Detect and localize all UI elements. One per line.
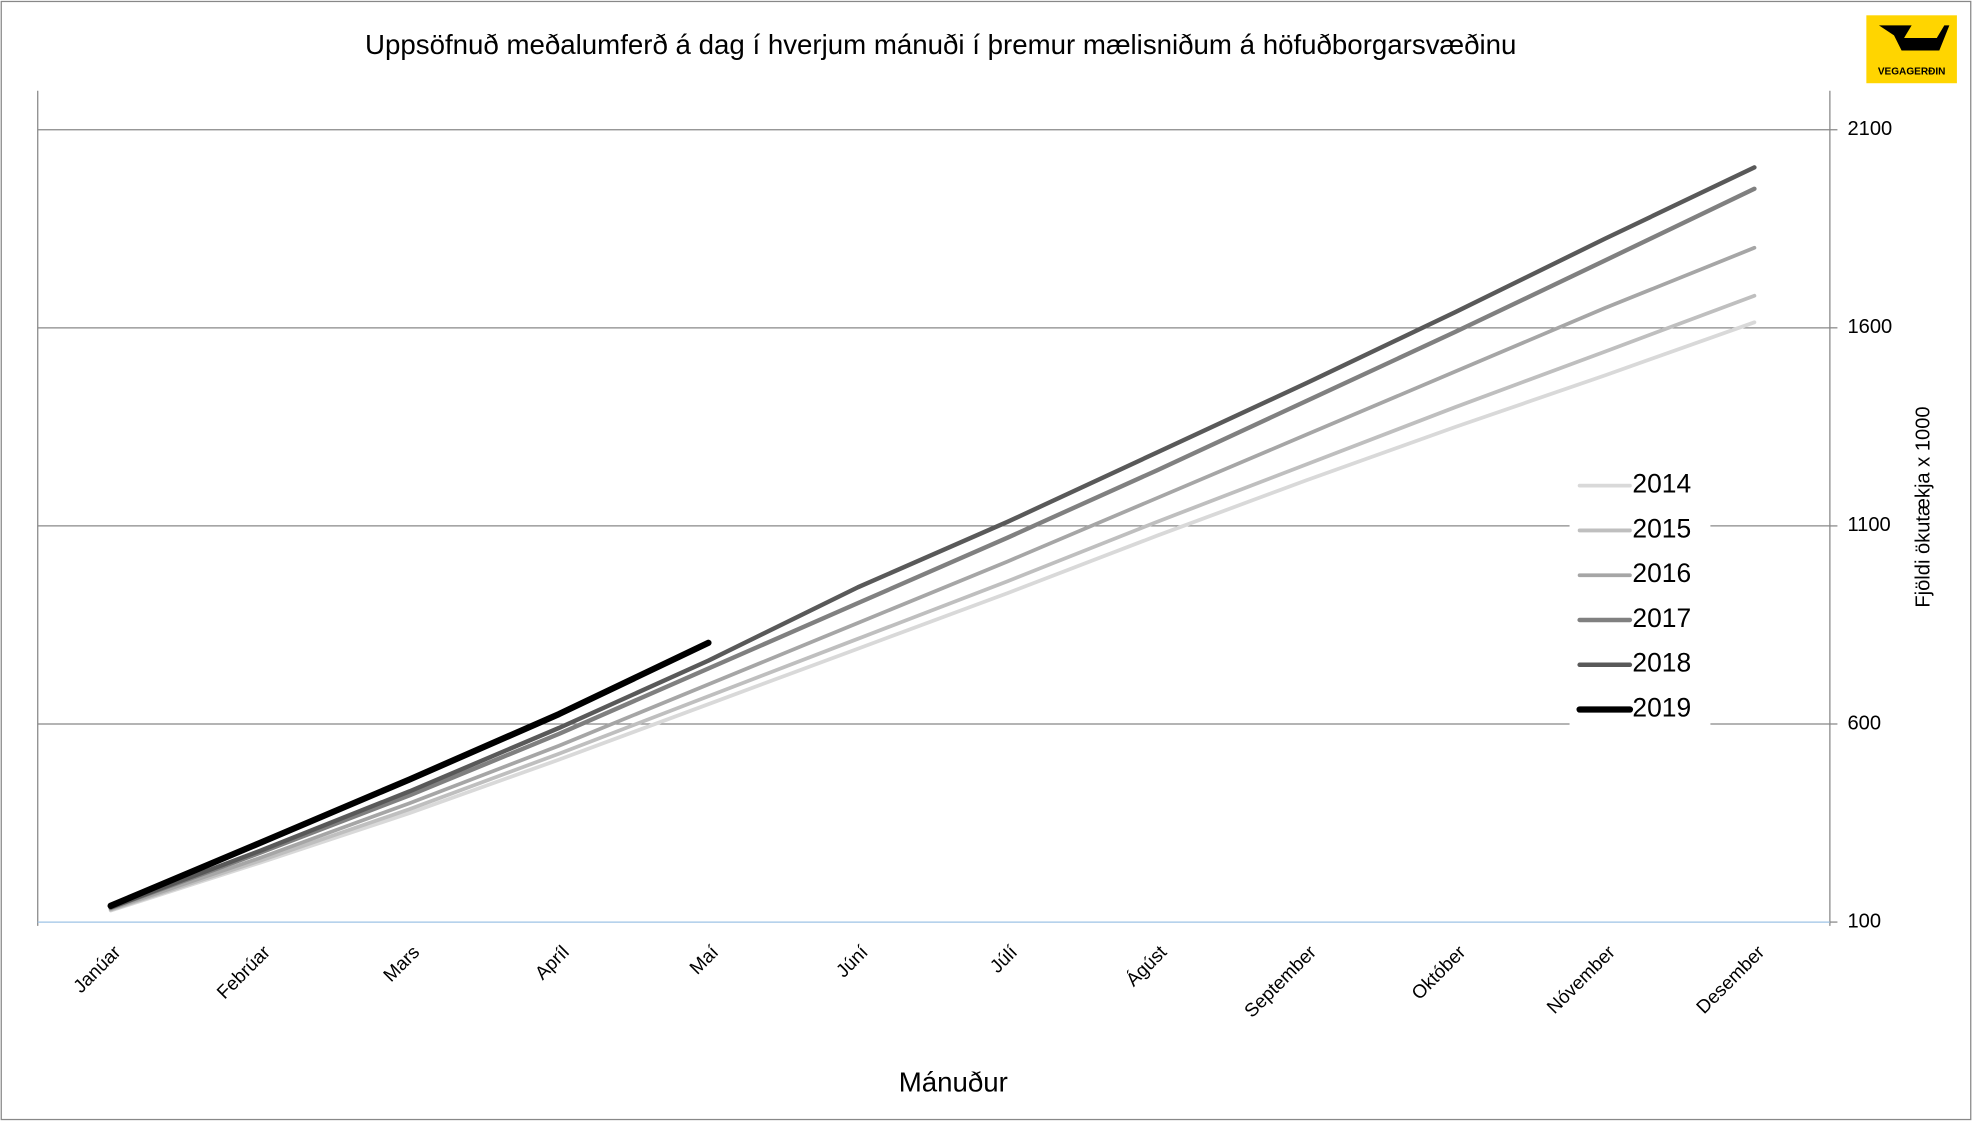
series-line (108, 293, 1757, 912)
legend-label: 2017 (1632, 603, 1691, 633)
legend-label: 2016 (1632, 558, 1691, 588)
y-tick-label: 100 (1847, 910, 1881, 932)
y-axis-label: Fjöldi ökutækja x 1000 (1913, 406, 1935, 607)
series-line (108, 245, 1757, 911)
legend-label: 2014 (1632, 469, 1691, 499)
series-line (107, 639, 712, 909)
y-tick-label: 600 (1847, 712, 1881, 734)
legend-label: 2018 (1632, 648, 1691, 678)
chart-title: Uppsöfnuð meðalumferð á dag í hverjum má… (365, 29, 1516, 60)
logo-shape (1878, 25, 1950, 51)
legend-label: 2015 (1632, 513, 1691, 543)
legend-background (1569, 460, 1711, 733)
series-line (108, 186, 1757, 911)
series-line (108, 165, 1757, 910)
series-line (108, 320, 1757, 913)
x-axis-label: Mánuður (899, 1067, 1008, 1098)
y-tick-label: 2100 (1847, 118, 1892, 140)
logo: VEGAGERÐIN (1866, 15, 1957, 84)
logo-text: VEGAGERÐIN (1878, 67, 1946, 78)
legend-label: 2019 (1632, 693, 1691, 723)
y-tick-label: 1100 (1847, 514, 1890, 536)
y-tick-label: 1600 (1847, 316, 1892, 338)
